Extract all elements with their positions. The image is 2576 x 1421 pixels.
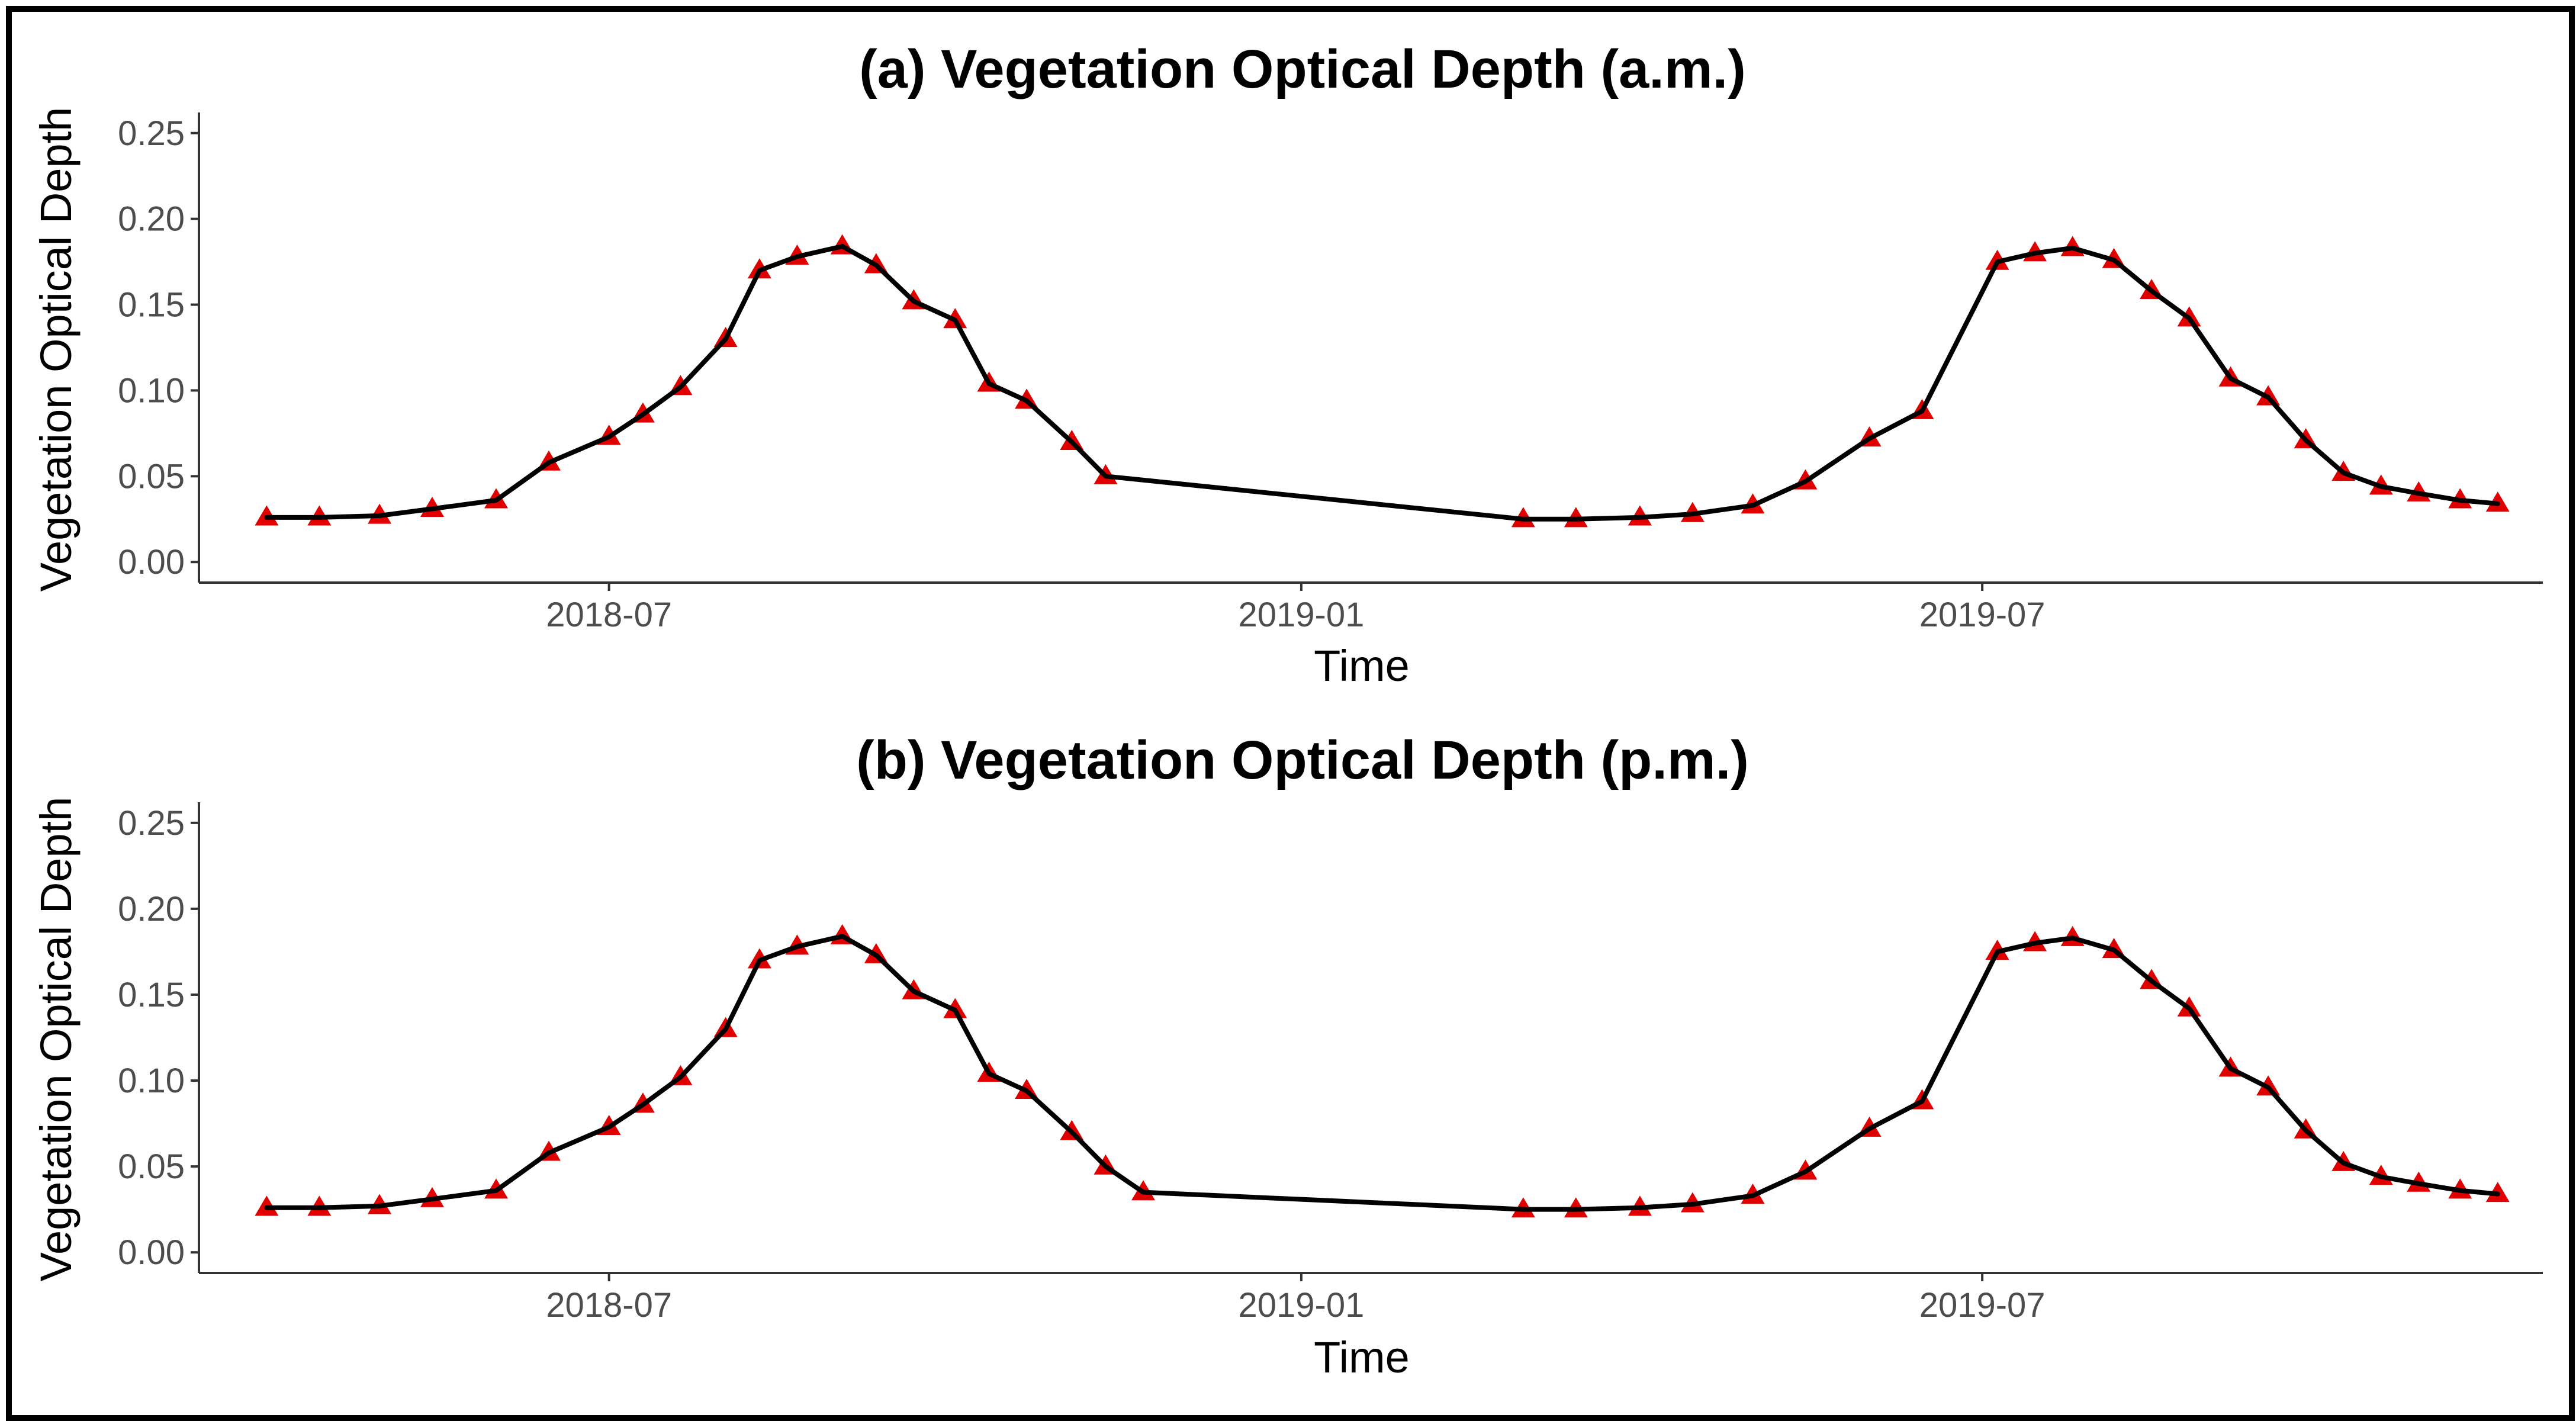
panel-b-y-tick-label: 0.20 bbox=[118, 890, 185, 928]
panel-b-y-tick-label: 0.05 bbox=[118, 1147, 185, 1186]
panel-a-y-tick-label: 0.25 bbox=[118, 114, 185, 153]
panel-a-title: (a) Vegetation Optical Depth (a.m.) bbox=[859, 39, 1746, 99]
panel-a-y-tick-label: 0.10 bbox=[118, 371, 185, 410]
panel-a-y-tick-label: 0.00 bbox=[118, 543, 185, 581]
figure-frame bbox=[6, 6, 2575, 1421]
panel-a-points bbox=[255, 234, 2510, 528]
panel-b-x-tick-label: 2018-07 bbox=[546, 1286, 672, 1324]
panel-a-y-tick-label: 0.15 bbox=[118, 286, 185, 324]
panel-b-series-line bbox=[264, 934, 2500, 1212]
panel-b-y-axis-label: Vegetation Optical Depth bbox=[31, 797, 81, 1282]
panel-b-x-axis-label: Time bbox=[1314, 1333, 1410, 1382]
panel-a-series-line bbox=[264, 244, 2500, 522]
panel-a-y-axis-label: Vegetation Optical Depth bbox=[31, 107, 81, 592]
panel-b: (b) Vegetation Optical Depth (p.m.) Time… bbox=[31, 730, 2543, 1382]
panel-a-y-tick-label: 0.05 bbox=[118, 457, 185, 496]
panel-b-y-tick-label: 0.10 bbox=[118, 1062, 185, 1100]
panel-b-y-tick-label: 0.15 bbox=[118, 976, 185, 1014]
panel-a-x-axis-label: Time bbox=[1314, 641, 1410, 690]
panel-b-x-tick-label: 2019-07 bbox=[1919, 1286, 2046, 1324]
panel-b-points bbox=[255, 924, 2510, 1218]
panel-b-x-ticks: 2018-07 2019-01 2019-07 bbox=[546, 1273, 2046, 1324]
panel-a-y-tick-label: 0.20 bbox=[118, 200, 185, 239]
panel-b-y-tick-label: 0.25 bbox=[118, 804, 185, 843]
panel-a-y-ticks: 0.00 0.05 0.10 0.15 0.20 0.25 bbox=[118, 114, 199, 581]
panel-b-title: (b) Vegetation Optical Depth (p.m.) bbox=[856, 730, 1749, 790]
panel-b-y-ticks: 0.00 0.05 0.10 0.15 0.20 0.25 bbox=[118, 804, 199, 1272]
panel-a: (a) Vegetation Optical Depth (a.m.) Time… bbox=[31, 39, 2543, 690]
panel-a-x-tick-label: 2019-07 bbox=[1919, 596, 2046, 634]
panel-a-x-tick-label: 2019-01 bbox=[1239, 596, 1365, 634]
panel-a-x-tick-label: 2018-07 bbox=[546, 596, 672, 634]
panel-b-y-tick-label: 0.00 bbox=[118, 1233, 185, 1272]
panel-a-x-ticks: 2018-07 2019-01 2019-07 bbox=[546, 583, 2046, 634]
panel-b-x-tick-label: 2019-01 bbox=[1239, 1286, 1365, 1324]
